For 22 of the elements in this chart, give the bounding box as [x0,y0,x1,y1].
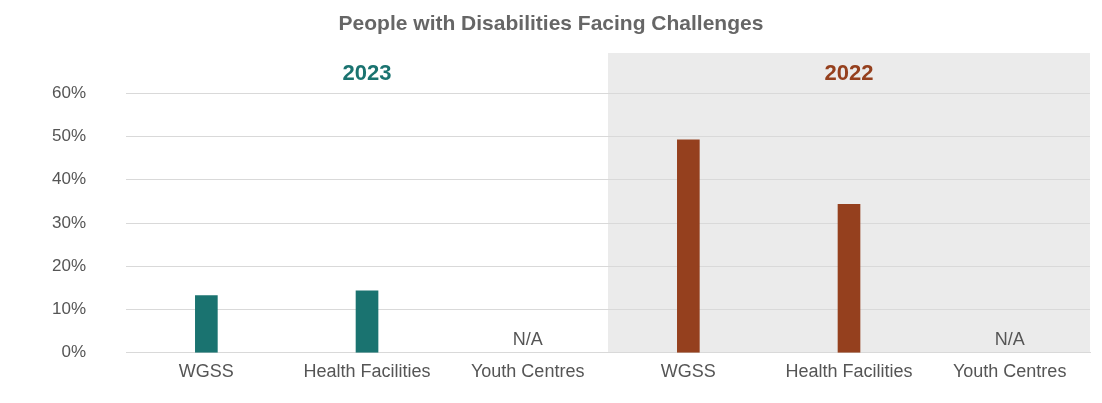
x-tick-label: Youth Centres [952,360,1067,381]
x-tick-label: Health Facilities [303,360,431,381]
x-tick-label: Health Facilities [785,360,913,381]
text: 2023 [342,60,392,86]
bar [355,290,379,353]
bar [837,204,861,353]
bar [677,139,700,353]
text: 2022 [824,60,874,86]
text: N/A [994,328,1025,349]
y-tick-label: 50% [51,126,87,146]
y-tick-label: 40% [51,169,87,189]
bar [195,295,218,353]
y-tick-label: 30% [51,212,87,232]
y-tick-label: 0% [61,342,87,362]
x-tick-label: WGSS [178,360,234,381]
x-tick-label: WGSS [660,360,716,381]
y-tick-label: 60% [51,82,87,102]
y-tick-label: 20% [51,255,87,275]
chart-title: People with Disabilities Facing Challenges [338,11,764,35]
text: N/A [512,328,543,349]
y-tick-label: 10% [51,299,87,319]
x-tick-label: Youth Centres [470,360,585,381]
